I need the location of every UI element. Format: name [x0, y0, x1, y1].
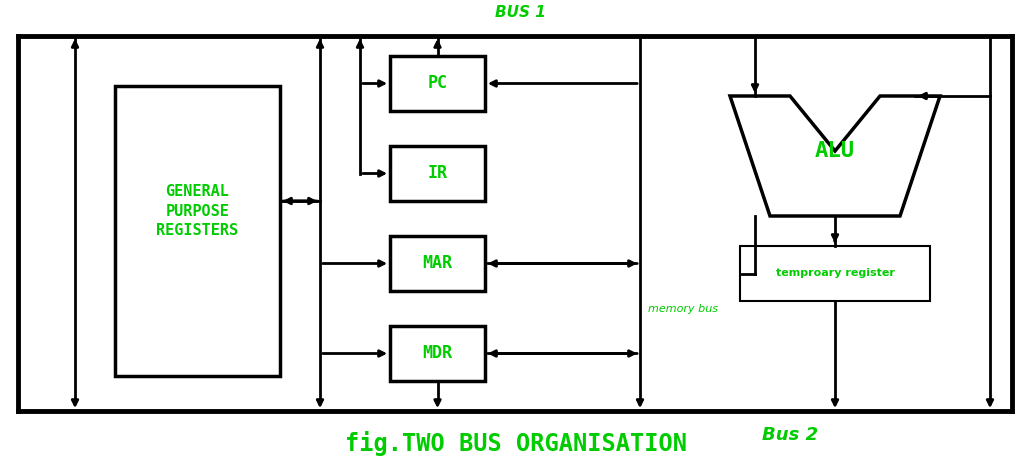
Text: IR: IR [427, 164, 448, 183]
Text: PC: PC [427, 75, 448, 92]
Text: GENERAL
PURPOSE
REGISTERS: GENERAL PURPOSE REGISTERS [157, 184, 238, 238]
Bar [390, 56, 485, 111]
Bar [115, 86, 280, 376]
Bar [390, 146, 485, 201]
Text: MDR: MDR [422, 344, 452, 363]
Text: ALU: ALU [815, 141, 856, 161]
Bar [390, 236, 485, 291]
Text: Bus 2: Bus 2 [762, 426, 818, 444]
Text: MAR: MAR [422, 254, 452, 273]
Bar [390, 326, 485, 381]
Text: temproary register: temproary register [776, 268, 895, 279]
Text: BUS 1: BUS 1 [494, 5, 546, 20]
Bar [740, 246, 930, 301]
Text: fig.TWO BUS ORGANISATION: fig.TWO BUS ORGANISATION [345, 432, 687, 457]
Text: memory bus: memory bus [648, 303, 718, 314]
